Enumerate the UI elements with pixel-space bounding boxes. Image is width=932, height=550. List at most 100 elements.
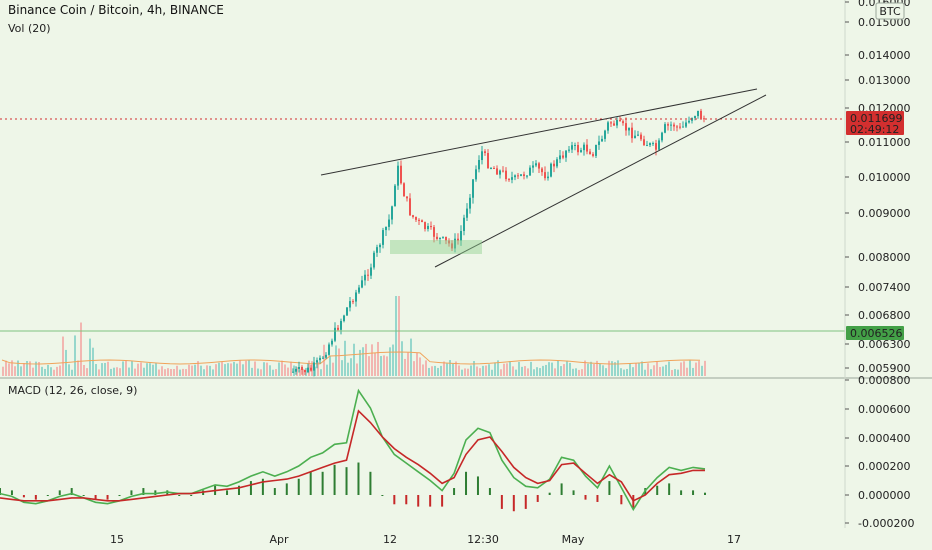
volume-bar: [356, 363, 358, 376]
candle-body: [412, 215, 414, 217]
candle-body: [436, 236, 438, 239]
macd-histogram-bar: [34, 495, 37, 500]
volume-bar: [326, 364, 328, 376]
volume-bar: [488, 364, 490, 376]
volume-bar: [11, 360, 13, 376]
macd-histogram-bar: [249, 481, 252, 495]
macd-histogram-bar: [405, 495, 408, 505]
macd-histogram-bar: [417, 495, 420, 507]
candle-body: [529, 167, 531, 176]
candle-body: [304, 370, 306, 373]
macd-histogram-bar: [237, 485, 240, 495]
volume-bar: [68, 364, 70, 376]
volume-bar: [593, 363, 595, 376]
volume-bar: [215, 364, 217, 376]
last-price-label: 0.011699: [850, 112, 903, 125]
volume-bar: [203, 369, 205, 376]
volume-bar: [449, 360, 451, 376]
volume-bar: [503, 363, 505, 376]
time-axis-label: 17: [727, 533, 741, 546]
volume-bar: [137, 363, 139, 376]
volume-bar: [32, 367, 34, 376]
candle-body: [511, 177, 513, 180]
candle-body: [346, 307, 348, 316]
volume-bar: [626, 368, 628, 376]
volume-bar: [566, 360, 568, 376]
volume-bar: [350, 358, 352, 376]
candle-body: [448, 240, 450, 244]
volume-bar: [473, 361, 475, 376]
candle-body: [352, 301, 354, 303]
volume-bar: [92, 347, 94, 376]
candle-body: [673, 124, 675, 127]
volume-bar: [179, 369, 181, 376]
candle-body: [700, 110, 702, 119]
candle-body: [517, 175, 519, 177]
volume-bar: [278, 362, 280, 376]
volume-bar: [689, 360, 691, 376]
volume-bar: [275, 369, 277, 376]
volume-bar: [377, 341, 379, 376]
volume-bar: [17, 360, 19, 376]
volume-bar: [14, 366, 16, 376]
candle-body: [358, 287, 360, 293]
volume-bar: [401, 341, 403, 376]
candle-body: [568, 149, 570, 151]
volume-bar: [497, 360, 499, 376]
candle-body: [595, 144, 597, 156]
macd-histogram-bar: [154, 490, 157, 495]
volume-bar: [155, 362, 157, 376]
volume-bar: [434, 365, 436, 376]
currency-badge[interactable]: [875, 2, 905, 20]
candle-body: [361, 280, 363, 288]
candle-body: [493, 168, 495, 170]
candle-body: [385, 226, 387, 231]
volume-bar: [623, 369, 625, 376]
macd-histogram-bar: [620, 495, 623, 505]
candle-body: [655, 143, 657, 150]
candle-body: [292, 371, 294, 373]
price-tick-label: 0.006800: [858, 309, 911, 322]
macd-histogram-bar: [106, 495, 109, 500]
candlestick-series: [292, 108, 705, 377]
line-price-badge: [846, 326, 904, 340]
volume-bar: [50, 367, 52, 376]
volume-bar: [152, 364, 154, 376]
volume-bar: [509, 361, 511, 376]
macd-histogram-bar: [656, 485, 659, 495]
volume-bar: [239, 360, 241, 376]
volume-bar: [329, 355, 331, 376]
time-axis-label: 15: [110, 533, 124, 546]
volume-bar: [617, 360, 619, 376]
candle-body: [301, 366, 303, 371]
volume-bar: [530, 361, 532, 376]
candle-body: [610, 122, 612, 124]
volume-bar: [464, 368, 466, 376]
volume-bar: [98, 369, 100, 376]
volume-bar: [605, 368, 607, 376]
volume-bar: [365, 343, 367, 376]
candle-body: [535, 163, 537, 166]
volume-bar: [614, 362, 616, 376]
volume-bar: [518, 361, 520, 376]
volume-bar: [452, 363, 454, 376]
macd-histogram-bar: [704, 492, 706, 495]
volume-bar: [44, 368, 46, 376]
volume-bar: [389, 347, 391, 376]
candle-body: [583, 144, 585, 151]
volume-bar: [2, 366, 4, 376]
candle-body: [574, 144, 576, 146]
volume-bar: [254, 361, 256, 376]
volume-bar: [470, 365, 472, 376]
volume-bar: [161, 366, 163, 376]
macd-histogram-bar: [130, 490, 133, 495]
macd-tick-label: -0.000200: [858, 517, 914, 530]
macd-histogram-bar: [692, 490, 695, 495]
candle-body: [397, 165, 399, 186]
volume-bar: [467, 368, 469, 376]
volume-bar: [500, 369, 502, 376]
volume-bar: [338, 348, 340, 376]
volume-bar: [20, 366, 22, 376]
volume-bar: [644, 369, 646, 376]
